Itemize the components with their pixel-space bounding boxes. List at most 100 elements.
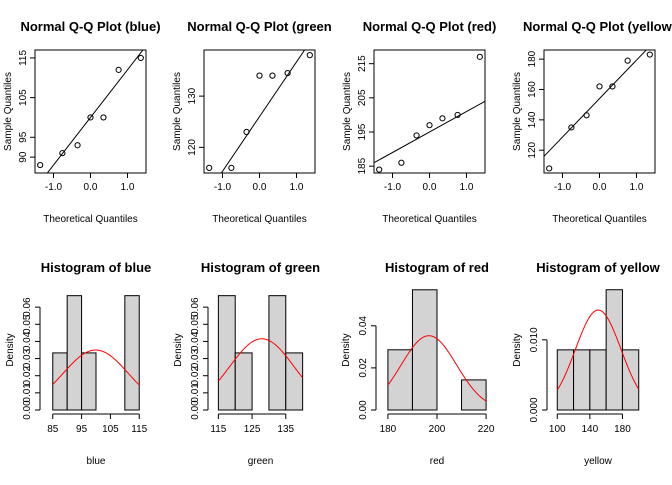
qq-point (413, 132, 420, 139)
qq-point (100, 114, 107, 121)
y-axis-label: Density (173, 333, 184, 366)
histogram-bar (217, 295, 236, 411)
y-tick-label: 185 (357, 157, 368, 174)
y-tick-label: 105 (18, 89, 29, 106)
y-tick-label: 215 (357, 55, 368, 72)
x-tick-label: -1.0 (214, 182, 232, 193)
qq-point (137, 54, 144, 62)
y-tick-label: 0.00 (358, 400, 369, 420)
y-tick-label: 0.010 (529, 327, 540, 352)
qq-reference-line (544, 50, 647, 157)
y-tick-label: 205 (357, 89, 368, 106)
x-axis-label: Theoretical Quantiles (43, 214, 138, 225)
panel-4: Normal Q-Q Plot (yellow) -1.0 0.0 1.0 120 140… (512, 19, 672, 225)
x-tick-label: 200 (429, 424, 446, 435)
x-axis-label: Theoretical Quantiles (212, 214, 307, 225)
y-axis-label: Sample Quantiles (512, 72, 523, 151)
y-axis-label: Sample Quantiles (3, 72, 14, 151)
qq-point (228, 164, 235, 171)
panel-2: Normal Q-Q Plot (green -1.0 0.0 1.0 120 130 Th… (172, 19, 332, 225)
plot-title: Histogram of yellow (536, 260, 660, 275)
histogram-bar (573, 349, 591, 411)
histogram-bar (461, 379, 487, 411)
y-tick-label: 0.03 (22, 348, 33, 368)
plot-frame (34, 49, 147, 174)
qq-point (269, 72, 276, 79)
y-tick-label: 160 (527, 81, 538, 98)
y-tick-label: 0.04 (22, 331, 33, 351)
x-axis-label: Theoretical Quantiles (552, 214, 647, 225)
histogram-bar (589, 349, 607, 411)
histogram-bar (234, 352, 253, 411)
qq-point (243, 128, 250, 136)
x-axis-label: Theoretical Quantiles (382, 214, 477, 225)
qq-point (426, 122, 433, 129)
y-tick-label: 0.02 (22, 366, 33, 386)
x-axis-label: yellow (584, 456, 613, 467)
density-curve (387, 335, 487, 402)
qq-point (37, 161, 44, 169)
y-tick-label: 0.00 (22, 400, 33, 420)
y-tick-label: 0.01 (22, 383, 33, 403)
x-tick-label: 140 (582, 424, 599, 435)
x-axis-label: red (430, 456, 444, 467)
plot-title: Normal Q-Q Plot (green (187, 19, 332, 34)
plot-frame (373, 49, 486, 174)
y-tick-label: 120 (527, 141, 538, 158)
qq-point (74, 142, 81, 149)
y-tick-label: 0.06 (22, 297, 33, 317)
qq-point (454, 111, 461, 119)
x-tick-label: 115 (131, 424, 147, 435)
y-tick-label: 0.00 (190, 400, 201, 420)
x-tick-label: 135 (277, 424, 294, 435)
qq-reference-line (46, 50, 144, 173)
density-curve (556, 309, 640, 391)
y-tick-label: 115 (18, 50, 29, 66)
x-tick-label: 100 (549, 424, 566, 435)
panel-1: Normal Q-Q Plot (blue) -1.0 0.0 1.0 90 95 105 1… (3, 19, 161, 225)
y-tick-label: 0.02 (190, 366, 201, 386)
qq-point (206, 164, 213, 171)
y-tick-label: 120 (187, 139, 198, 156)
histogram-bar (52, 352, 68, 411)
plot-title: Normal Q-Q Plot (yellow) (523, 19, 672, 34)
plot-title: Normal Q-Q Plot (blue) (20, 19, 160, 34)
plot-title: Histogram of red (385, 260, 489, 275)
y-tick-label: 0.03 (190, 348, 201, 368)
x-tick-label: 0.0 (253, 182, 267, 193)
x-tick-label: -1.0 (45, 182, 63, 193)
plot-title: Histogram of blue (41, 260, 152, 275)
qq-point (609, 83, 616, 90)
y-axis-label: Density (512, 333, 523, 366)
x-tick-label: -1.0 (554, 182, 572, 193)
x-tick-label: 105 (102, 424, 119, 435)
histogram-bar (81, 352, 97, 411)
plot-title: Histogram of green (201, 260, 320, 275)
y-tick-label: 0.02 (358, 358, 369, 378)
qq-point (476, 53, 483, 60)
histogram-bar (411, 289, 438, 411)
qq-point (398, 159, 405, 166)
x-tick-label: 85 (47, 424, 59, 435)
x-tick-label: 1.0 (290, 182, 304, 193)
x-tick-label: 0.0 (423, 182, 437, 193)
qq-reference-line (374, 100, 485, 164)
x-axis-label: green (248, 456, 274, 467)
histogram-bar (605, 289, 623, 411)
x-tick-label: 220 (478, 424, 495, 435)
qq-point (439, 115, 446, 122)
y-tick-label: 195 (357, 123, 368, 140)
qq-point (87, 114, 94, 121)
panel-3: Normal Q-Q Plot (red) -1.0 0.0 1.0 185 195 205… (342, 19, 496, 225)
y-axis-label: Density (341, 333, 352, 366)
qq-point (596, 83, 603, 90)
panel-7: Histogram of red 180 200 220 0.00 0.02 0.04 red… (341, 260, 495, 467)
y-tick-label: 0.06 (190, 297, 201, 317)
plot-frame (203, 49, 316, 174)
y-axis-label: Sample Quantiles (172, 72, 183, 151)
y-tick-label: 0.01 (190, 383, 201, 403)
qq-point (624, 57, 631, 64)
